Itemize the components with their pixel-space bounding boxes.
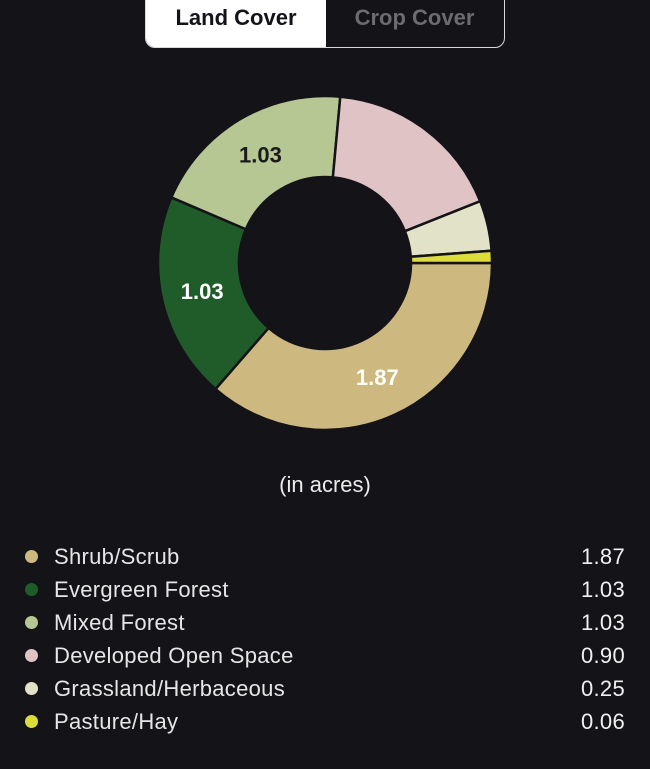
legend-swatch bbox=[25, 715, 38, 728]
legend-value: 0.06 bbox=[580, 708, 625, 734]
chart-legend: Shrub/Scrub 1.87 Evergreen Forest 1.03 Mixed… bbox=[25, 540, 625, 738]
legend-value: 0.90 bbox=[580, 642, 625, 668]
slice-mixed-forest[interactable] bbox=[169, 94, 342, 231]
legend-label: Evergreen Forest bbox=[54, 576, 229, 602]
legend-item-pasture-hay: Pasture/Hay 0.06 bbox=[25, 705, 625, 738]
slice-evergreen-forest[interactable] bbox=[156, 195, 271, 391]
legend-item-evergreen-forest: Evergreen Forest 1.03 bbox=[25, 573, 625, 606]
legend-label: Developed Open Space bbox=[54, 642, 294, 668]
tab-land-cover[interactable]: Land Cover bbox=[146, 0, 326, 47]
legend-swatch bbox=[25, 583, 38, 596]
legend-swatch bbox=[25, 682, 38, 695]
cover-type-tabs: Land Cover Crop Cover bbox=[145, 0, 505, 48]
legend-item-grassland-herbaceous: Grassland/Herbaceous 0.25 bbox=[25, 672, 625, 705]
slice-label-mixed-forest: 1.03 bbox=[239, 142, 282, 167]
legend-label: Pasture/Hay bbox=[54, 708, 179, 734]
legend-item-shrub-scrub: Shrub/Scrub 1.87 bbox=[25, 540, 625, 573]
legend-value: 1.03 bbox=[580, 609, 625, 635]
legend-value: 0.25 bbox=[580, 675, 625, 701]
unit-label: (in acres) bbox=[279, 472, 371, 497]
legend-label: Shrub/Scrub bbox=[54, 543, 180, 569]
legend-swatch bbox=[25, 550, 38, 563]
slice-developed-open-space[interactable] bbox=[331, 95, 482, 233]
slice-shrub-scrub[interactable] bbox=[213, 261, 494, 432]
legend-item-developed-open-space: Developed Open Space 0.90 bbox=[25, 639, 625, 672]
legend-swatch bbox=[25, 616, 38, 629]
legend-value: 1.87 bbox=[580, 543, 625, 569]
legend-item-mixed-forest: Mixed Forest 1.03 bbox=[25, 606, 625, 639]
legend-label: Grassland/Herbaceous bbox=[54, 675, 286, 701]
slice-label-evergreen-forest: 1.03 bbox=[181, 279, 224, 304]
slice-pasture-hay[interactable] bbox=[409, 249, 494, 265]
tab-crop-cover[interactable]: Crop Cover bbox=[354, 5, 475, 30]
legend-label: Mixed Forest bbox=[54, 609, 185, 635]
legend-value: 1.03 bbox=[580, 576, 625, 602]
legend-swatch bbox=[25, 649, 38, 662]
land-cover-donut-chart: 1.87 1.03 1.03 bbox=[156, 94, 494, 432]
slice-label-shrub-scrub: 1.87 bbox=[356, 365, 399, 390]
